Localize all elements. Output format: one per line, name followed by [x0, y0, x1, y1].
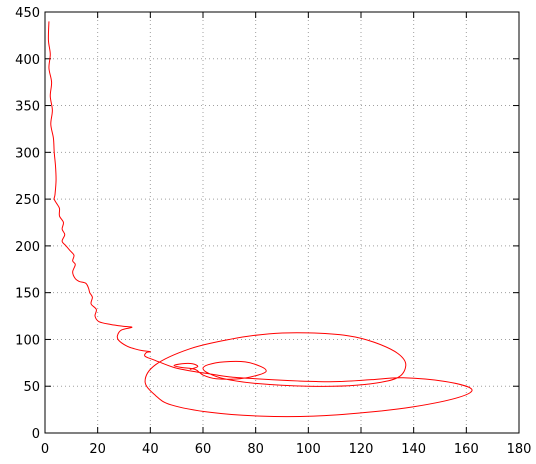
x-tick-label: 140 [401, 442, 426, 457]
y-tick-label: 400 [15, 53, 40, 68]
x-tick-label: 80 [247, 442, 264, 457]
y-tick-label: 250 [15, 193, 40, 208]
x-tick-label: 100 [296, 442, 321, 457]
y-tick-labels: 0 50 100 150 200 250 300 350 400 450 [15, 6, 40, 442]
x-tick-labels: 0 20 40 60 80 100 120 140 160 180 [41, 442, 532, 457]
y-tick-label: 100 [15, 333, 40, 348]
x-tick-label: 160 [454, 442, 479, 457]
x-tick-label: 120 [349, 442, 374, 457]
x-tick-label: 180 [507, 442, 532, 457]
series-lines [47, 21, 473, 418]
series-line-0 [47, 21, 473, 418]
y-tick-label: 0 [32, 427, 40, 442]
y-tick-label: 450 [15, 6, 40, 21]
y-tick-label: 200 [15, 240, 40, 255]
x-tick-label: 0 [41, 442, 49, 457]
x-tick-label: 40 [142, 442, 159, 457]
y-tick-label: 350 [15, 100, 40, 115]
axis-ticks [44, 11, 520, 434]
x-tick-label: 60 [195, 442, 212, 457]
y-tick-label: 150 [15, 287, 40, 302]
y-tick-label: 300 [15, 146, 40, 161]
y-tick-label: 50 [23, 380, 40, 395]
plot-frame [44, 11, 520, 434]
grid-lines [45, 12, 519, 433]
x-tick-label: 20 [89, 442, 106, 457]
